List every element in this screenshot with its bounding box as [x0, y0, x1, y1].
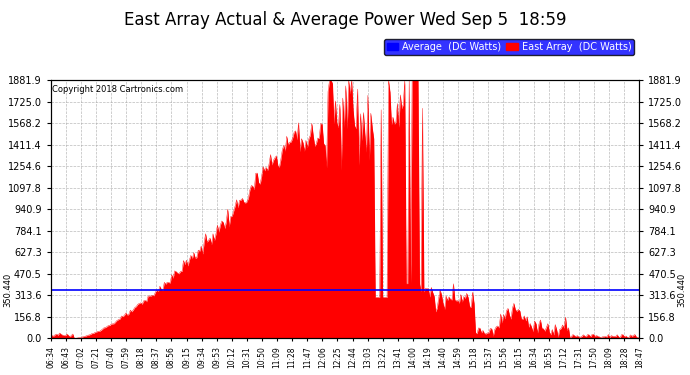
Text: 350.440: 350.440: [3, 273, 12, 308]
Text: 350.440: 350.440: [678, 273, 687, 308]
Text: East Array Actual & Average Power Wed Sep 5  18:59: East Array Actual & Average Power Wed Se…: [124, 11, 566, 29]
Text: Copyright 2018 Cartronics.com: Copyright 2018 Cartronics.com: [52, 86, 183, 94]
Legend: Average  (DC Watts), East Array  (DC Watts): Average (DC Watts), East Array (DC Watts…: [384, 39, 634, 54]
